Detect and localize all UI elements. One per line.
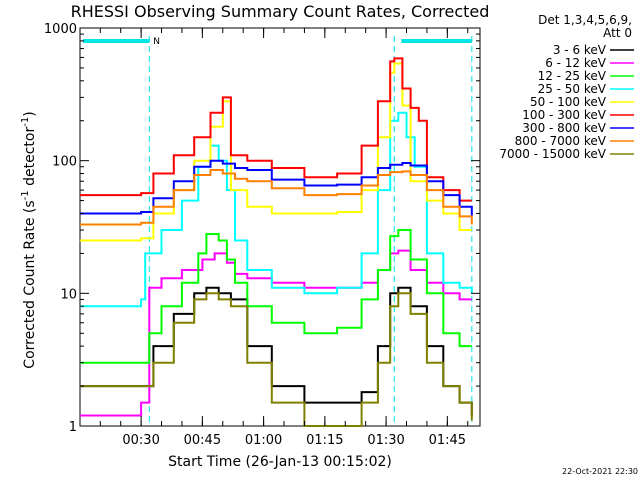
series-line-1: [79, 249, 472, 417]
legend-label: 800 - 7000 keV: [515, 134, 607, 148]
legend-label: 12 - 25 keV: [538, 69, 607, 83]
legend-label: 100 - 300 keV: [522, 108, 606, 122]
series-line-2: [79, 229, 472, 364]
legend-label: 6 - 12 keV: [545, 56, 607, 70]
series-line-5: [79, 57, 472, 202]
timestamp: 22-Oct-2021 22:30: [562, 467, 638, 476]
series-line-8: [79, 292, 473, 427]
legend-label: 7000 - 15000 keV: [499, 147, 606, 161]
x-axis: 00:30 00:45 01:00 01:15 01:30 01:45: [99, 28, 469, 448]
x-tick-label: 00:45: [184, 433, 221, 448]
y-tick-label: 1000: [44, 22, 77, 37]
night-label: N: [153, 37, 160, 47]
y-axis-label-unit: detector: [22, 127, 38, 186]
y-tick-label: 100: [52, 155, 77, 170]
series-line-6: [79, 159, 473, 217]
x-tick-label: 01:15: [306, 433, 343, 448]
series-layer: [79, 57, 473, 427]
legend-subtitle: Att 0: [603, 26, 632, 40]
plot-frame: [79, 27, 481, 427]
x-axis-label: Start Time (26-Jan-13 00:15:02): [168, 454, 392, 470]
x-tick-label: 01:30: [367, 433, 404, 448]
y-axis-label-exp1: -1: [20, 190, 31, 200]
y-axis-label: Corrected Count Rate (s-1 detector-1): [20, 111, 38, 368]
y-axis-label-exp2: -1: [20, 117, 31, 127]
legend-title: Det 1,3,4,5,6,9,: [538, 13, 632, 27]
legend-label: 3 - 6 keV: [553, 43, 607, 57]
y-tick-label: 1: [69, 420, 77, 435]
y-tick-label: 10: [60, 287, 77, 302]
series-line-7: [79, 169, 473, 226]
x-tick-label: 01:45: [429, 433, 466, 448]
legend-label: 25 - 50 keV: [538, 82, 607, 96]
series-line-3: [79, 111, 473, 308]
legend-label: 300 - 800 keV: [522, 121, 606, 135]
x-tick-label: 01:00: [245, 433, 282, 448]
y-axis-label-close: ): [22, 111, 38, 116]
y-axis: 1 10 100 1000: [44, 22, 480, 435]
x-tick-label: 00:30: [122, 433, 159, 448]
y-axis-label-main: Corrected Count Rate (s: [22, 200, 38, 368]
chart-title: RHESSI Observing Summary Count Rates, Co…: [71, 2, 490, 21]
night-bars: N: [83, 36, 473, 426]
legend-label: 50 - 100 keV: [530, 95, 607, 109]
